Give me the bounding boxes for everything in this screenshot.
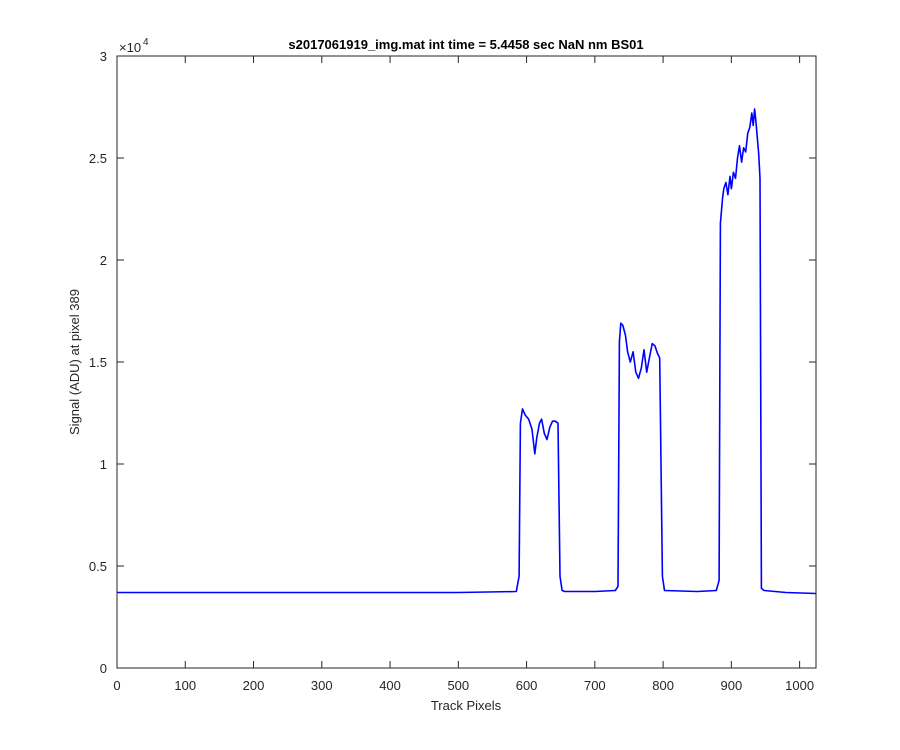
x-tick-label: 900 xyxy=(721,678,743,693)
y-axis-exponent: ×10 4 xyxy=(119,37,149,55)
x-tick-label: 300 xyxy=(311,678,333,693)
x-tick-label: 0 xyxy=(113,678,120,693)
y-tick-label: 0 xyxy=(100,661,107,676)
y-tick-label: 1 xyxy=(100,457,107,472)
y-tick-label: 1.5 xyxy=(89,355,107,370)
x-axis-ticks: 0 100 200 300 400 500 600 700 800 900 1000 xyxy=(113,56,814,693)
y-axis-ticks: 0 0.5 1 1.5 2 2.5 3 xyxy=(89,49,816,676)
x-tick-label: 600 xyxy=(516,678,538,693)
x-tick-label: 100 xyxy=(174,678,196,693)
y-axis-label: Signal (ADU) at pixel 389 xyxy=(67,289,82,435)
y-tick-label: 3 xyxy=(100,49,107,64)
y-tick-label: 2 xyxy=(100,253,107,268)
series-layer xyxy=(117,108,817,595)
x-axis-label: Track Pixels xyxy=(431,698,502,713)
chart-title: s2017061919_img.mat int time = 5.4458 se… xyxy=(288,37,643,52)
y-tick-label: 2.5 xyxy=(89,151,107,166)
y-tick-label: 0.5 xyxy=(89,559,107,574)
x-tick-label: 200 xyxy=(243,678,265,693)
y-axis-exponent-power: 4 xyxy=(143,37,149,48)
x-tick-label: 800 xyxy=(652,678,674,693)
x-tick-label: 400 xyxy=(379,678,401,693)
series-line-0 xyxy=(117,108,817,595)
plot-area xyxy=(117,56,816,668)
y-axis-exponent-base: ×10 xyxy=(119,40,141,55)
x-tick-label: 500 xyxy=(447,678,469,693)
x-tick-label: 1000 xyxy=(785,678,814,693)
x-tick-label: 700 xyxy=(584,678,606,693)
